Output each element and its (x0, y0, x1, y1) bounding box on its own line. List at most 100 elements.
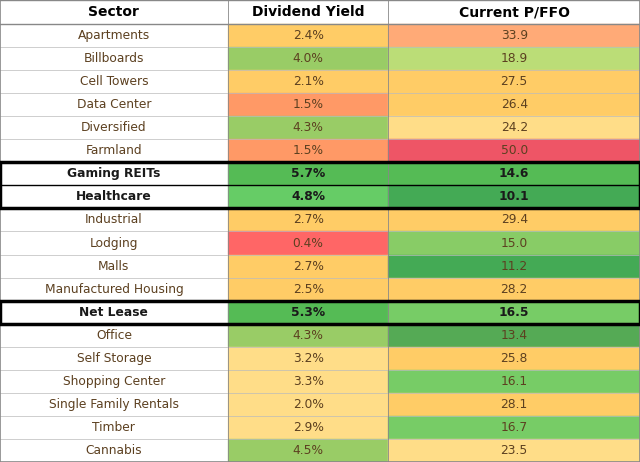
Text: 10.1: 10.1 (499, 190, 529, 203)
Text: 27.5: 27.5 (500, 75, 528, 88)
Bar (388, 301, 640, 324)
Text: Net Lease: Net Lease (79, 306, 148, 319)
Bar (0, 139, 228, 162)
Text: Timber: Timber (93, 421, 135, 434)
Bar (228, 139, 388, 162)
Bar (228, 162, 388, 185)
Bar (228, 24, 388, 47)
Text: Lodging: Lodging (90, 237, 138, 249)
Text: Apartments: Apartments (78, 29, 150, 42)
Bar (228, 116, 388, 139)
Text: 14.6: 14.6 (499, 167, 529, 180)
Bar (388, 255, 640, 278)
Bar (388, 185, 640, 208)
Text: 28.1: 28.1 (500, 398, 528, 411)
Bar (0, 162, 228, 185)
Text: 25.8: 25.8 (500, 352, 528, 365)
Bar (388, 231, 640, 255)
Text: Farmland: Farmland (86, 144, 142, 157)
Text: Manufactured Housing: Manufactured Housing (45, 283, 183, 296)
Bar (0, 370, 228, 393)
Bar (0, 301, 228, 324)
Bar (228, 93, 388, 116)
Text: Healthcare: Healthcare (76, 190, 152, 203)
Bar (0, 393, 228, 416)
Text: 28.2: 28.2 (500, 283, 528, 296)
Bar (228, 370, 388, 393)
Text: 33.9: 33.9 (500, 29, 528, 42)
Bar (388, 24, 640, 47)
Text: Diversified: Diversified (81, 121, 147, 134)
Text: 16.7: 16.7 (500, 421, 528, 434)
Text: 2.0%: 2.0% (292, 398, 324, 411)
Bar (228, 347, 388, 370)
Text: 5.3%: 5.3% (291, 306, 325, 319)
Text: 3.3%: 3.3% (292, 375, 324, 388)
Text: 2.7%: 2.7% (292, 213, 324, 226)
Text: 29.4: 29.4 (500, 213, 528, 226)
Bar (388, 116, 640, 139)
Bar (388, 324, 640, 347)
Bar (388, 93, 640, 116)
Bar (0, 93, 228, 116)
Text: 4.5%: 4.5% (292, 444, 324, 457)
Bar (0, 185, 228, 208)
Bar (388, 347, 640, 370)
Text: Self Storage: Self Storage (77, 352, 151, 365)
Bar (0, 301, 640, 324)
Text: 3.2%: 3.2% (292, 352, 324, 365)
Bar (228, 393, 388, 416)
Bar (0, 70, 228, 93)
Bar (388, 393, 640, 416)
Text: 1.5%: 1.5% (292, 98, 324, 111)
Text: 16.1: 16.1 (500, 375, 528, 388)
Bar (228, 439, 388, 462)
Bar (0, 231, 228, 255)
Text: Gaming REITs: Gaming REITs (67, 167, 161, 180)
Text: 2.1%: 2.1% (292, 75, 324, 88)
Text: 13.4: 13.4 (500, 329, 528, 342)
Text: 2.7%: 2.7% (292, 260, 324, 273)
Bar (0, 116, 228, 139)
Bar (0, 324, 228, 347)
Text: Sector: Sector (88, 5, 140, 19)
Text: Malls: Malls (98, 260, 130, 273)
Text: 15.0: 15.0 (500, 237, 528, 249)
Bar (388, 70, 640, 93)
Bar (0, 24, 228, 47)
Text: Shopping Center: Shopping Center (63, 375, 165, 388)
Bar (0, 347, 228, 370)
Text: 23.5: 23.5 (500, 444, 528, 457)
Bar (0, 47, 228, 70)
Bar (388, 162, 640, 185)
Bar (228, 255, 388, 278)
Text: 4.3%: 4.3% (292, 329, 324, 342)
Text: Office: Office (96, 329, 132, 342)
Bar (0, 255, 228, 278)
Bar (0, 0, 640, 24)
Text: 2.5%: 2.5% (292, 283, 324, 296)
Text: Industrial: Industrial (85, 213, 143, 226)
Bar (388, 370, 640, 393)
Text: 18.9: 18.9 (500, 52, 528, 65)
Text: 50.0: 50.0 (500, 144, 528, 157)
Bar (388, 278, 640, 301)
Bar (228, 47, 388, 70)
Text: Dividend Yield: Dividend Yield (252, 5, 364, 19)
Text: 1.5%: 1.5% (292, 144, 324, 157)
Text: Data Center: Data Center (77, 98, 151, 111)
Bar (388, 416, 640, 439)
Bar (388, 439, 640, 462)
Text: 24.2: 24.2 (500, 121, 528, 134)
Text: 11.2: 11.2 (500, 260, 528, 273)
Bar (228, 208, 388, 231)
Bar (228, 231, 388, 255)
Text: 5.7%: 5.7% (291, 167, 325, 180)
Text: Cannabis: Cannabis (86, 444, 142, 457)
Text: 4.8%: 4.8% (291, 190, 325, 203)
Text: Single Family Rentals: Single Family Rentals (49, 398, 179, 411)
Bar (388, 47, 640, 70)
Bar (0, 162, 640, 208)
Text: Current P/FFO: Current P/FFO (459, 5, 570, 19)
Text: 26.4: 26.4 (500, 98, 528, 111)
